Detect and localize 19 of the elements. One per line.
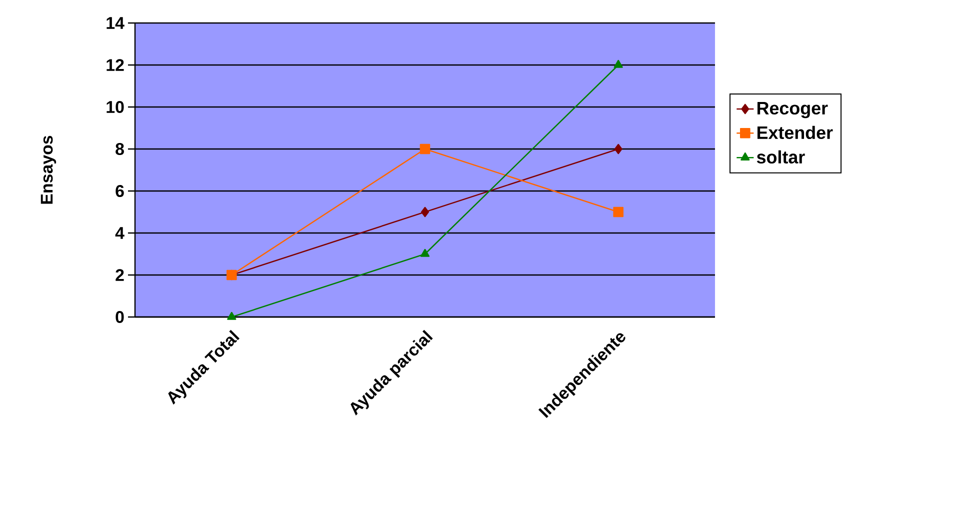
y-tick-label: 14 [106,17,124,29]
point [614,60,623,68]
y-tick-label: 10 [106,101,124,113]
legend-label: soltar [756,150,805,164]
y-tick-label: 0 [116,311,124,324]
y-tick-label: 8 [116,143,124,155]
legend-label: Recoger [758,102,828,118]
y-tick-label: 12 [106,59,124,71]
y-axis-title: Ensayos [40,136,56,204]
point [614,144,622,154]
legend-label: Extender [758,126,833,140]
point [420,248,430,257]
y-tick-label: 4 [115,227,124,239]
y-tick-label: 6 [116,185,124,197]
point [227,312,236,320]
y-tick-label: 2 [116,269,124,281]
point [613,206,624,218]
point [420,206,430,218]
point [420,144,430,154]
